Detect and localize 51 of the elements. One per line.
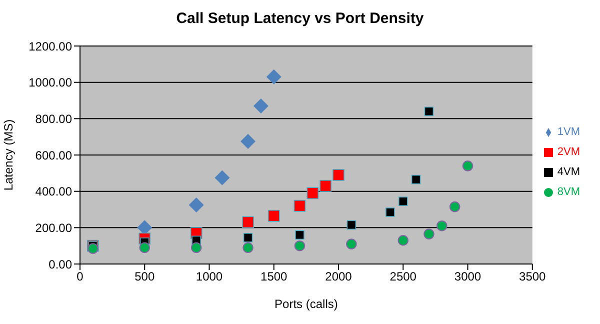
legend-label: 1VM bbox=[557, 126, 580, 138]
point bbox=[295, 230, 304, 240]
point bbox=[332, 169, 344, 181]
point bbox=[88, 243, 98, 254]
point bbox=[240, 134, 256, 149]
point bbox=[386, 208, 395, 217]
point bbox=[294, 200, 306, 212]
x-tick-label: 3000 bbox=[454, 270, 482, 284]
point bbox=[294, 240, 306, 252]
y-tick-label: 1200.00 bbox=[28, 39, 72, 54]
point bbox=[320, 180, 332, 192]
y-tick-label: 0.00 bbox=[48, 257, 72, 272]
x-tick-label: 3500 bbox=[519, 270, 546, 284]
point bbox=[243, 233, 253, 242]
point bbox=[346, 238, 357, 250]
point bbox=[306, 187, 319, 200]
y-tick-label: 600.00 bbox=[35, 148, 72, 162]
x-axis-title: Ports (calls) bbox=[274, 297, 338, 311]
y-tick-label: 200.00 bbox=[35, 220, 72, 235]
point bbox=[188, 197, 204, 212]
x-tick-label: 2000 bbox=[325, 270, 352, 284]
point bbox=[242, 242, 254, 254]
chart-title: Call Setup Latency vs Port Density bbox=[175, 10, 425, 27]
x-tick-label: 1000 bbox=[196, 270, 223, 284]
point bbox=[398, 235, 408, 246]
point bbox=[411, 174, 421, 184]
point bbox=[436, 220, 448, 232]
x-tick-label: 2500 bbox=[390, 270, 417, 284]
point bbox=[268, 210, 280, 222]
point bbox=[398, 196, 408, 206]
legend-label: 2VM bbox=[557, 146, 580, 158]
y-tick-label: 800.00 bbox=[35, 112, 72, 126]
x-tick-label: 500 bbox=[134, 270, 155, 284]
point bbox=[214, 170, 230, 186]
y-tick-label: 400.00 bbox=[35, 184, 72, 199]
point bbox=[449, 201, 460, 212]
x-tick-label: 0 bbox=[76, 270, 84, 284]
point bbox=[190, 242, 202, 254]
x-tick-label: 1500 bbox=[260, 270, 288, 284]
point bbox=[139, 242, 150, 254]
point bbox=[253, 98, 268, 114]
point bbox=[346, 220, 356, 230]
point bbox=[424, 106, 434, 116]
legend-label: 4VM bbox=[557, 166, 580, 178]
point bbox=[242, 216, 254, 228]
y-tick-label: 1000.00 bbox=[28, 76, 72, 90]
point bbox=[424, 228, 434, 240]
legend-label: 8VM bbox=[557, 186, 580, 198]
point bbox=[266, 69, 282, 84]
point bbox=[462, 160, 474, 172]
y-axis-title: Latency (MS) bbox=[1, 119, 16, 191]
